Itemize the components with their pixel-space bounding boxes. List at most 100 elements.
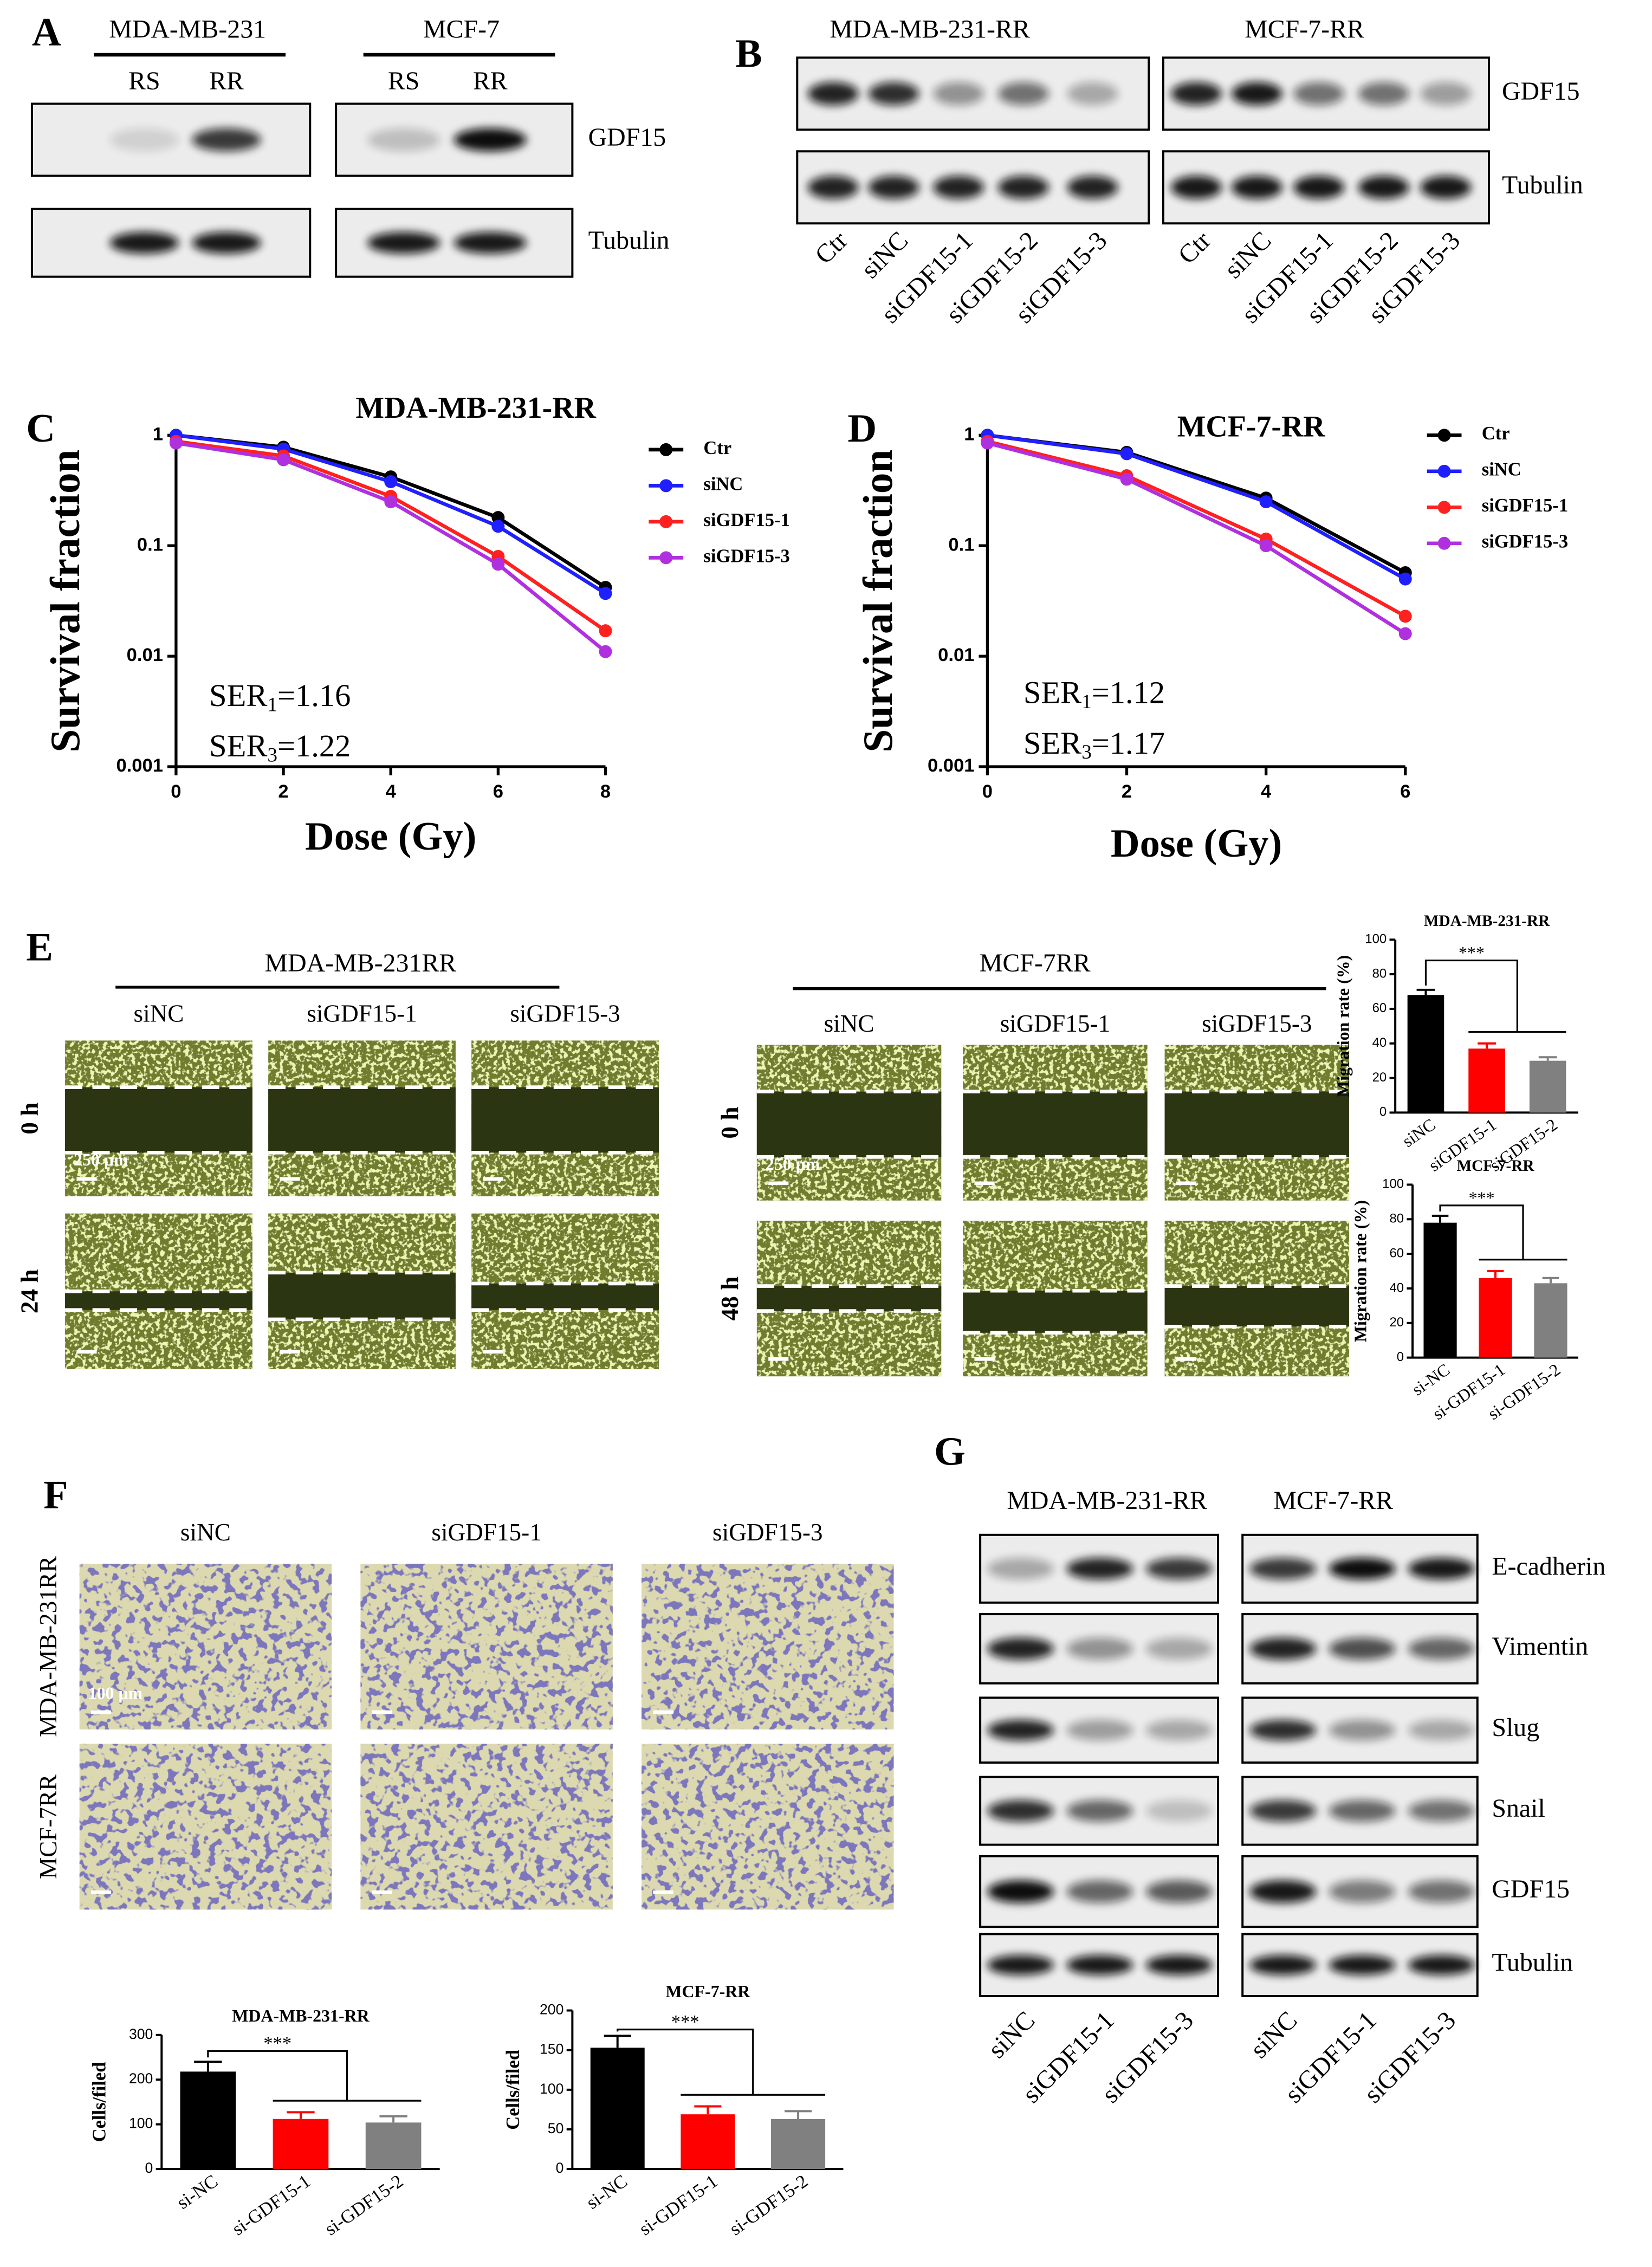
y-tick-label: 0.001 xyxy=(928,755,975,776)
blot-row-label: Tubulin xyxy=(1502,171,1583,199)
error-bar xyxy=(694,2105,722,2115)
legend-marker xyxy=(659,551,673,565)
blot-band xyxy=(807,82,859,106)
chart-title: MCF-7-RR xyxy=(1177,410,1326,443)
x-tick-label: si-GDF15-1 xyxy=(228,2171,314,2239)
error-bar xyxy=(1487,1270,1504,1278)
legend-marker xyxy=(1437,501,1451,514)
series-line xyxy=(987,439,1407,618)
bar xyxy=(273,2119,329,2169)
blot-band xyxy=(1145,1800,1213,1822)
lane-label: RS xyxy=(388,67,420,95)
y-tick-label: 0 xyxy=(556,2160,564,2176)
y-tick-label: 100 xyxy=(129,2115,153,2132)
blot-band xyxy=(1067,176,1118,199)
blot-band xyxy=(1066,1800,1133,1822)
blot-band xyxy=(1358,176,1409,199)
scratch-gap xyxy=(268,1087,456,1153)
series-line xyxy=(176,433,607,589)
blot-band xyxy=(868,82,919,106)
x-tick-label: 0 xyxy=(171,781,181,802)
blot-band xyxy=(1145,1955,1213,1975)
y-tick-label: 80 xyxy=(1372,966,1387,981)
y-tick-label: 100 xyxy=(1382,1177,1404,1191)
scratch-gap xyxy=(471,1283,659,1310)
micrograph-row-label: 24 h xyxy=(16,1269,43,1313)
chart-title: MDA-MB-231-RR xyxy=(1424,912,1550,930)
blot-band xyxy=(1145,1558,1213,1580)
blot-band xyxy=(997,176,1049,199)
x-tick-label: si-NC xyxy=(173,2171,222,2213)
y-axis-label: Migration rate (%) xyxy=(1351,1200,1370,1342)
lane-label: RR xyxy=(209,67,244,95)
annotation: SER3=1.22 xyxy=(209,729,351,766)
blot-band xyxy=(1171,82,1222,106)
blot-band xyxy=(987,1880,1054,1903)
blot-band xyxy=(1408,1637,1475,1660)
significance-bracket xyxy=(1424,959,1566,1033)
annotation: SER1=1.12 xyxy=(1023,675,1165,713)
micrograph xyxy=(79,1563,332,1730)
blot-band xyxy=(1329,1558,1396,1580)
micrograph-column-label: siNC xyxy=(180,1519,231,1546)
blot-band xyxy=(454,232,527,254)
blot-band xyxy=(1066,1880,1133,1903)
legend-label: Ctr xyxy=(703,438,731,458)
x-tick-label: 2 xyxy=(278,781,288,802)
y-tick-label: 200 xyxy=(540,2002,563,2018)
lane-label: RR xyxy=(473,67,508,95)
scratch-gap xyxy=(1164,1091,1350,1157)
error-bar xyxy=(379,2115,407,2123)
blot-band xyxy=(1067,82,1118,106)
blot-group-title: MDA-MB-231-RR xyxy=(830,15,1030,44)
error-bar xyxy=(1478,1042,1496,1049)
error-bar xyxy=(1431,1214,1449,1223)
blot-row-label: Tubulin xyxy=(1492,1948,1573,1977)
data-point xyxy=(1259,539,1273,553)
micrograph-column-label: siGDF15-3 xyxy=(712,1519,822,1546)
y-tick-label: 20 xyxy=(1372,1070,1387,1085)
lane-label: RS xyxy=(128,67,160,95)
micrograph-column-label: siNC xyxy=(133,1000,184,1027)
annotation-text: SER xyxy=(1023,675,1081,710)
micrograph-row-label: 0 h xyxy=(716,1107,743,1139)
panel-letter: B xyxy=(735,31,762,76)
series-line xyxy=(987,441,1407,636)
bar xyxy=(1479,1278,1512,1358)
y-tick-label: 0 xyxy=(1379,1105,1387,1119)
x-tick-label: si-GDF15-2 xyxy=(726,2171,812,2239)
blot-group-title: MCF-7-RR xyxy=(1273,1486,1393,1515)
y-tick-label: 200 xyxy=(129,2070,153,2087)
annotation-sub: 3 xyxy=(1081,741,1092,763)
panel-letter: E xyxy=(26,925,53,970)
scratch-gap xyxy=(963,1291,1148,1333)
annotation-text: SER xyxy=(1023,726,1081,761)
significance-bracket xyxy=(1439,1204,1567,1261)
y-tick-label: 0.1 xyxy=(948,534,974,555)
micrograph-row-label: 48 h xyxy=(716,1277,743,1321)
y-tick-label: 0.01 xyxy=(938,645,974,665)
micrograph-column-label: siNC xyxy=(824,1010,874,1037)
series-line xyxy=(176,439,607,632)
data-point xyxy=(491,558,505,571)
blot-band xyxy=(1329,1880,1396,1903)
legend-label: siGDF15-3 xyxy=(703,546,789,566)
y-tick-label: 50 xyxy=(548,2120,564,2136)
y-axis-label: Survival fraction xyxy=(854,450,901,753)
blot-band xyxy=(1408,1800,1475,1822)
chart-title: MCF-7-RR xyxy=(1457,1157,1535,1175)
blot-band xyxy=(1231,82,1282,106)
bar xyxy=(1407,995,1444,1113)
error-bar xyxy=(194,2061,222,2072)
x-tick-label: si-NC xyxy=(1409,1360,1454,1399)
x-tick-label: 4 xyxy=(386,781,397,802)
legend-marker xyxy=(659,479,673,493)
chart-title: MDA-MB-231-RR xyxy=(355,391,596,425)
legend-label: siGDF15-1 xyxy=(1482,495,1568,516)
x-tick-label: si-NC xyxy=(582,2171,631,2213)
scratch-gap xyxy=(65,1291,252,1310)
blot-band xyxy=(1066,1558,1133,1580)
annotation-rest: =1.22 xyxy=(277,729,351,764)
blot-band xyxy=(1329,1800,1396,1822)
blot-band xyxy=(1293,82,1345,106)
